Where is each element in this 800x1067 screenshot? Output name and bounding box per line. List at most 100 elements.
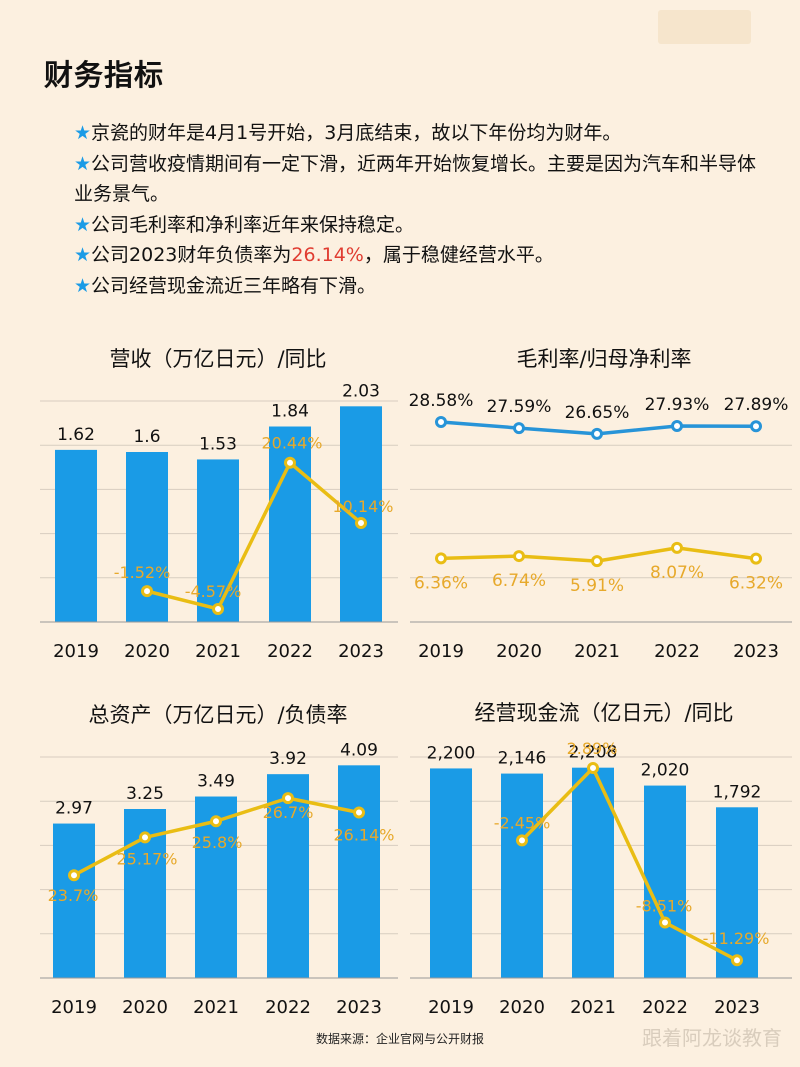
x-tick-label: 2023 bbox=[336, 997, 382, 1018]
bullet-item: ★京瓷的财年是4月1号开始，3月底结束，故以下年份均为财年。 bbox=[74, 118, 764, 149]
line-value-label: 10.14% bbox=[332, 497, 393, 516]
source-note: 数据来源：企业官网与公开财报 bbox=[315, 1032, 484, 1046]
bar bbox=[572, 767, 614, 978]
line-point bbox=[671, 541, 683, 554]
x-tick-label: 2020 bbox=[122, 997, 168, 1018]
bullet-text: 公司毛利率和净利率近年来保持稳定。 bbox=[91, 213, 415, 236]
bar-value-label: 2,208 bbox=[569, 743, 618, 763]
line-value-label: -11.29% bbox=[703, 929, 770, 948]
bar-value-label: 2,146 bbox=[498, 749, 547, 769]
line-point bbox=[139, 831, 151, 844]
x-tick-label: 2021 bbox=[570, 997, 616, 1018]
line-value-label: 6.32% bbox=[729, 574, 783, 594]
bullet-item: ★公司毛利率和净利率近年来保持稳定。 bbox=[74, 210, 764, 241]
bar-value-label: 1.84 bbox=[271, 402, 309, 422]
x-tick-label: 2020 bbox=[499, 997, 545, 1018]
bar bbox=[197, 459, 239, 622]
bullet-text: ，属于稳健经营水平。 bbox=[363, 244, 554, 266]
bar bbox=[55, 449, 97, 622]
x-tick-label: 2021 bbox=[574, 641, 620, 662]
bullet-item: ★公司2023财年负债率为26.14%，属于稳健经营水平。 bbox=[74, 240, 764, 271]
line-point bbox=[435, 552, 447, 565]
bullet-item: ★公司营收疫情期间有一定下滑，近两年开始恢复增长。主要是因为汽车和半导体业务景气… bbox=[74, 149, 764, 210]
bar bbox=[340, 406, 382, 622]
bullet-text: 公司经营现金流近三年略有下滑。 bbox=[91, 274, 377, 297]
line-value-label: 20.44% bbox=[261, 434, 322, 453]
x-tick-label: 2023 bbox=[338, 641, 384, 662]
star-icon: ★ bbox=[74, 152, 92, 175]
bar-value-label: 1.53 bbox=[199, 434, 237, 454]
bullet-list: ★京瓷的财年是4月1号开始，3月底结束，故以下年份均为财年。 ★公司营收疫情期间有… bbox=[74, 118, 764, 301]
line-value-label: 25.17% bbox=[116, 849, 177, 868]
logo-badge bbox=[658, 10, 751, 44]
bar bbox=[716, 807, 758, 978]
x-tick-label: 2019 bbox=[51, 997, 97, 1018]
line-point bbox=[659, 916, 671, 929]
x-tick-label: 2022 bbox=[642, 997, 688, 1018]
line-point bbox=[591, 427, 603, 440]
page-title: 财务指标 bbox=[44, 58, 165, 92]
line-point bbox=[282, 792, 294, 805]
x-tick-label: 2020 bbox=[496, 641, 542, 662]
x-tick-label: 2019 bbox=[53, 641, 99, 662]
line-value-label: -1.52% bbox=[114, 563, 171, 582]
bullet-text: 公司营收疫情期间有一定下滑，近两年开始恢复增长。主要是因为汽车和半导体业务景气。 bbox=[74, 152, 757, 206]
line-value-label: 2.89% bbox=[567, 739, 618, 758]
x-tick-label: 2023 bbox=[733, 641, 779, 662]
x-tick-label: 2022 bbox=[654, 641, 700, 662]
line-point bbox=[750, 552, 762, 565]
bar-value-label: 3.92 bbox=[269, 749, 307, 769]
bar-value-label: 2,020 bbox=[641, 761, 690, 781]
bullet-item: ★公司经营现金流近三年略有下滑。 bbox=[74, 271, 764, 302]
watermark: 跟着阿龙谈教育 bbox=[642, 1026, 782, 1050]
line-value-label: 6.36% bbox=[414, 573, 468, 593]
line-point bbox=[212, 602, 224, 615]
bar-value-label: 1.62 bbox=[57, 425, 95, 445]
line-value-label: 27.89% bbox=[724, 395, 789, 415]
bar-value-label: 3.49 bbox=[197, 772, 235, 792]
line-point bbox=[513, 422, 525, 435]
line-point bbox=[355, 516, 367, 529]
bar bbox=[501, 773, 543, 978]
x-tick-label: 2022 bbox=[267, 641, 313, 662]
bar bbox=[53, 823, 95, 978]
x-tick-label: 2020 bbox=[124, 641, 170, 662]
line-value-label: 27.59% bbox=[487, 397, 552, 417]
line-point bbox=[750, 420, 762, 433]
line-value-label: 26.14% bbox=[333, 826, 394, 845]
bar bbox=[267, 774, 309, 978]
bar-value-label: 1,792 bbox=[713, 782, 762, 802]
line-series bbox=[520, 766, 738, 962]
star-icon: ★ bbox=[74, 274, 92, 297]
line-value-label: 6.74% bbox=[492, 571, 546, 591]
line-point bbox=[587, 761, 599, 774]
bar-value-label: 1.6 bbox=[133, 427, 160, 447]
bar bbox=[269, 426, 311, 622]
line-point bbox=[353, 806, 365, 819]
x-tick-label: 2021 bbox=[193, 997, 239, 1018]
bar bbox=[338, 765, 380, 978]
bar-value-label: 2.03 bbox=[342, 381, 380, 401]
line-point bbox=[671, 419, 683, 432]
chart-title: 经营现金流（亿日元）/同比 bbox=[474, 701, 733, 725]
x-tick-label: 2019 bbox=[428, 997, 474, 1018]
line-value-label: 28.58% bbox=[409, 391, 474, 411]
bullet-highlight: 26.14% bbox=[291, 244, 364, 266]
line-point bbox=[435, 415, 447, 428]
x-tick-label: 2022 bbox=[265, 997, 311, 1018]
line-value-label: 26.65% bbox=[565, 403, 630, 423]
bar-value-label: 3.25 bbox=[126, 784, 164, 804]
line-value-label: -8.51% bbox=[636, 897, 693, 916]
x-tick-label: 2021 bbox=[195, 641, 241, 662]
chart-title: 毛利率/归母净利率 bbox=[516, 347, 691, 371]
line-value-label: 27.93% bbox=[645, 395, 710, 415]
star-icon: ★ bbox=[74, 244, 92, 266]
line-value-label: 8.07% bbox=[650, 563, 704, 583]
line-point bbox=[513, 550, 525, 563]
line-point bbox=[68, 869, 80, 882]
line-value-label: 5.91% bbox=[570, 576, 624, 596]
bar-value-label: 4.09 bbox=[340, 740, 378, 760]
line-value-label: -4.57% bbox=[185, 582, 242, 601]
chart-title: 营收（万亿日元）/同比 bbox=[109, 347, 326, 371]
